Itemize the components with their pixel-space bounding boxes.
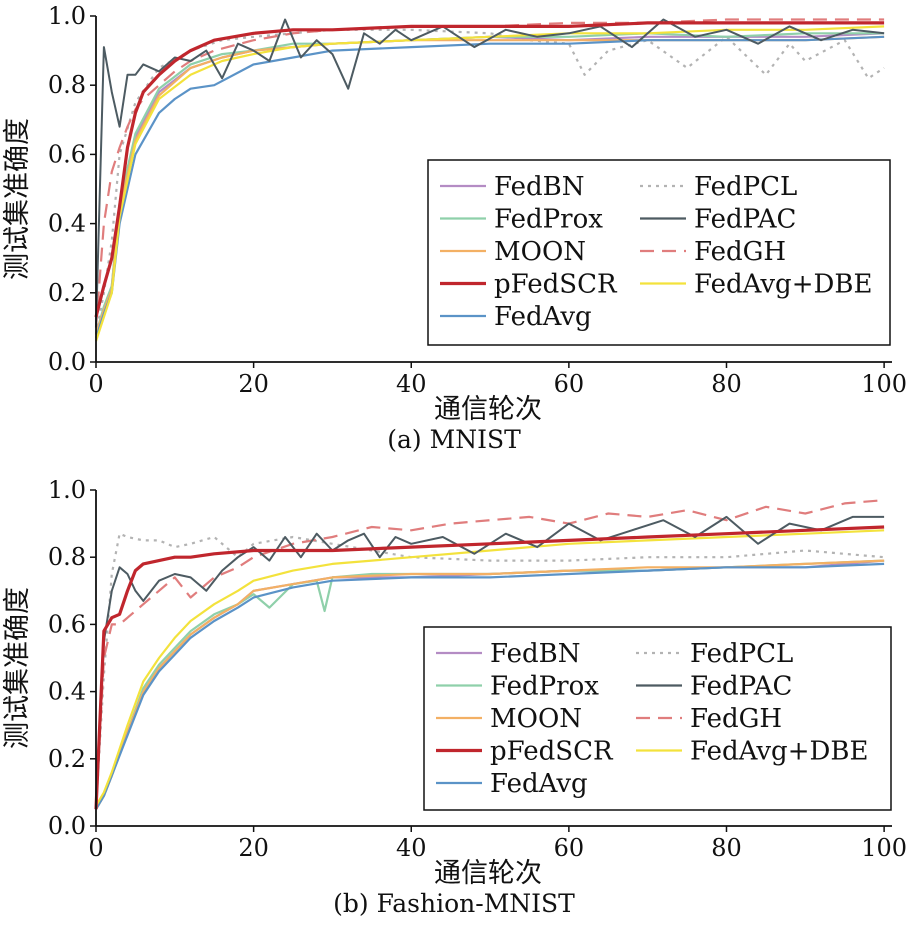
legend-item: FedAvg+DBE <box>640 270 872 300</box>
legend-label: pFedSCR <box>494 270 618 300</box>
legend-label: FedPAC <box>694 205 796 235</box>
series-line-fedpac <box>95 18 885 328</box>
x-axis-title: 通信轮次 <box>434 394 542 425</box>
legend-item: FedBN <box>440 172 585 202</box>
panel-caption: (a) MNIST <box>387 425 521 454</box>
y-tick-label: 0.8 <box>48 71 86 99</box>
series-line-pfedscr <box>94 525 885 810</box>
x-tick-label: 20 <box>238 834 269 862</box>
legend-frame <box>427 159 891 346</box>
legend-label: FedGH <box>690 704 782 734</box>
y-axis-title: 测试集准确度 <box>2 587 33 749</box>
x-tick-label: 100 <box>861 370 907 398</box>
y-tick-label: 1.0 <box>48 2 86 30</box>
series-line-fedavg-dbe <box>95 529 885 807</box>
y-tick-label: 0.4 <box>48 210 86 238</box>
legend-label: FedPCL <box>690 639 793 669</box>
x-tick-label: 60 <box>554 370 585 398</box>
legend-item: pFedSCR <box>436 737 614 767</box>
legend-label: FedPCL <box>694 172 797 202</box>
series-line-fedpcl <box>94 28 885 335</box>
y-tick-label: 1.0 <box>48 476 86 504</box>
y-tick-label: 0.2 <box>48 745 86 773</box>
series-line-moon <box>95 559 885 810</box>
x-tick-label: 40 <box>396 834 427 862</box>
x-tick-label: 100 <box>861 834 907 862</box>
legend-item: FedPCL <box>640 172 797 202</box>
legend-item: FedProx <box>440 205 603 235</box>
legend-item: FedAvg <box>436 769 588 799</box>
legend-label: FedAvg <box>490 769 588 799</box>
x-tick-label: 0 <box>88 370 103 398</box>
series-lines <box>94 18 885 342</box>
legend-item: FedAvg+DBE <box>636 737 868 767</box>
legend-label: FedAvg <box>494 302 592 332</box>
legend-label: FedGH <box>694 237 786 267</box>
y-tick-label: 0.2 <box>48 279 86 307</box>
legend-item: FedBN <box>436 639 581 669</box>
series-line-pfedscr <box>94 21 885 318</box>
legend-item: MOON <box>440 237 586 267</box>
y-tick-label: 0.8 <box>48 543 86 571</box>
legend-frame <box>423 626 892 811</box>
x-tick-label: 20 <box>238 370 269 398</box>
x-tick-label: 80 <box>711 370 742 398</box>
legend-label: FedProx <box>494 205 603 235</box>
legend-item: FedGH <box>640 237 786 267</box>
y-axis-title: 测试集准确度 <box>2 118 33 280</box>
series-line-fedavg <box>95 562 885 810</box>
series-line-fedgh <box>94 499 885 810</box>
legend-label: FedAvg+DBE <box>694 270 872 300</box>
legend-item: FedPCL <box>636 639 793 669</box>
legend-item: FedAvg <box>440 302 592 332</box>
legend-label: MOON <box>494 237 586 267</box>
x-tick-label: 80 <box>711 834 742 862</box>
legend-label: pFedSCR <box>490 737 614 767</box>
series-lines <box>94 499 885 810</box>
x-tick-label: 60 <box>554 834 585 862</box>
legend-label: FedBN <box>490 639 581 669</box>
legend-item: pFedSCR <box>440 270 618 300</box>
legend-item: FedPAC <box>636 672 792 702</box>
legend-item: FedProx <box>436 672 599 702</box>
series-line-fedpac <box>95 515 885 810</box>
chart-panel-fashion-mnist: 0.0 0.2 0.4 0.6 0.8 1.0 0 20 40 60 80 100 通信轮次 测试集准确度… <box>2 476 907 918</box>
panel-caption: (b) Fashion-MNIST <box>333 889 575 918</box>
x-tick-label: 40 <box>396 370 427 398</box>
chart-panel-mnist: 0.0 0.2 0.4 0.6 0.8 1.0 0 20 40 60 80 100 通信轮次 测试集准确度… <box>2 2 907 454</box>
y-tick-label: 0.6 <box>48 140 86 168</box>
y-tick-label: 0.0 <box>48 812 86 840</box>
y-tick-label: 0.4 <box>48 678 86 706</box>
legend-item: MOON <box>436 704 582 734</box>
legend-item: FedGH <box>636 704 782 734</box>
legend-label: FedBN <box>494 172 585 202</box>
x-tick-label: 0 <box>88 834 103 862</box>
legend-label: FedPAC <box>690 672 792 702</box>
x-axis-title: 通信轮次 <box>434 858 542 889</box>
legend-item: FedPAC <box>640 205 796 235</box>
y-tick-label: 0.6 <box>48 610 86 638</box>
legend-label: FedAvg+DBE <box>690 737 868 767</box>
legend-label: FedProx <box>490 672 599 702</box>
y-tick-label: 0.0 <box>48 348 86 376</box>
legend-label: MOON <box>490 704 582 734</box>
